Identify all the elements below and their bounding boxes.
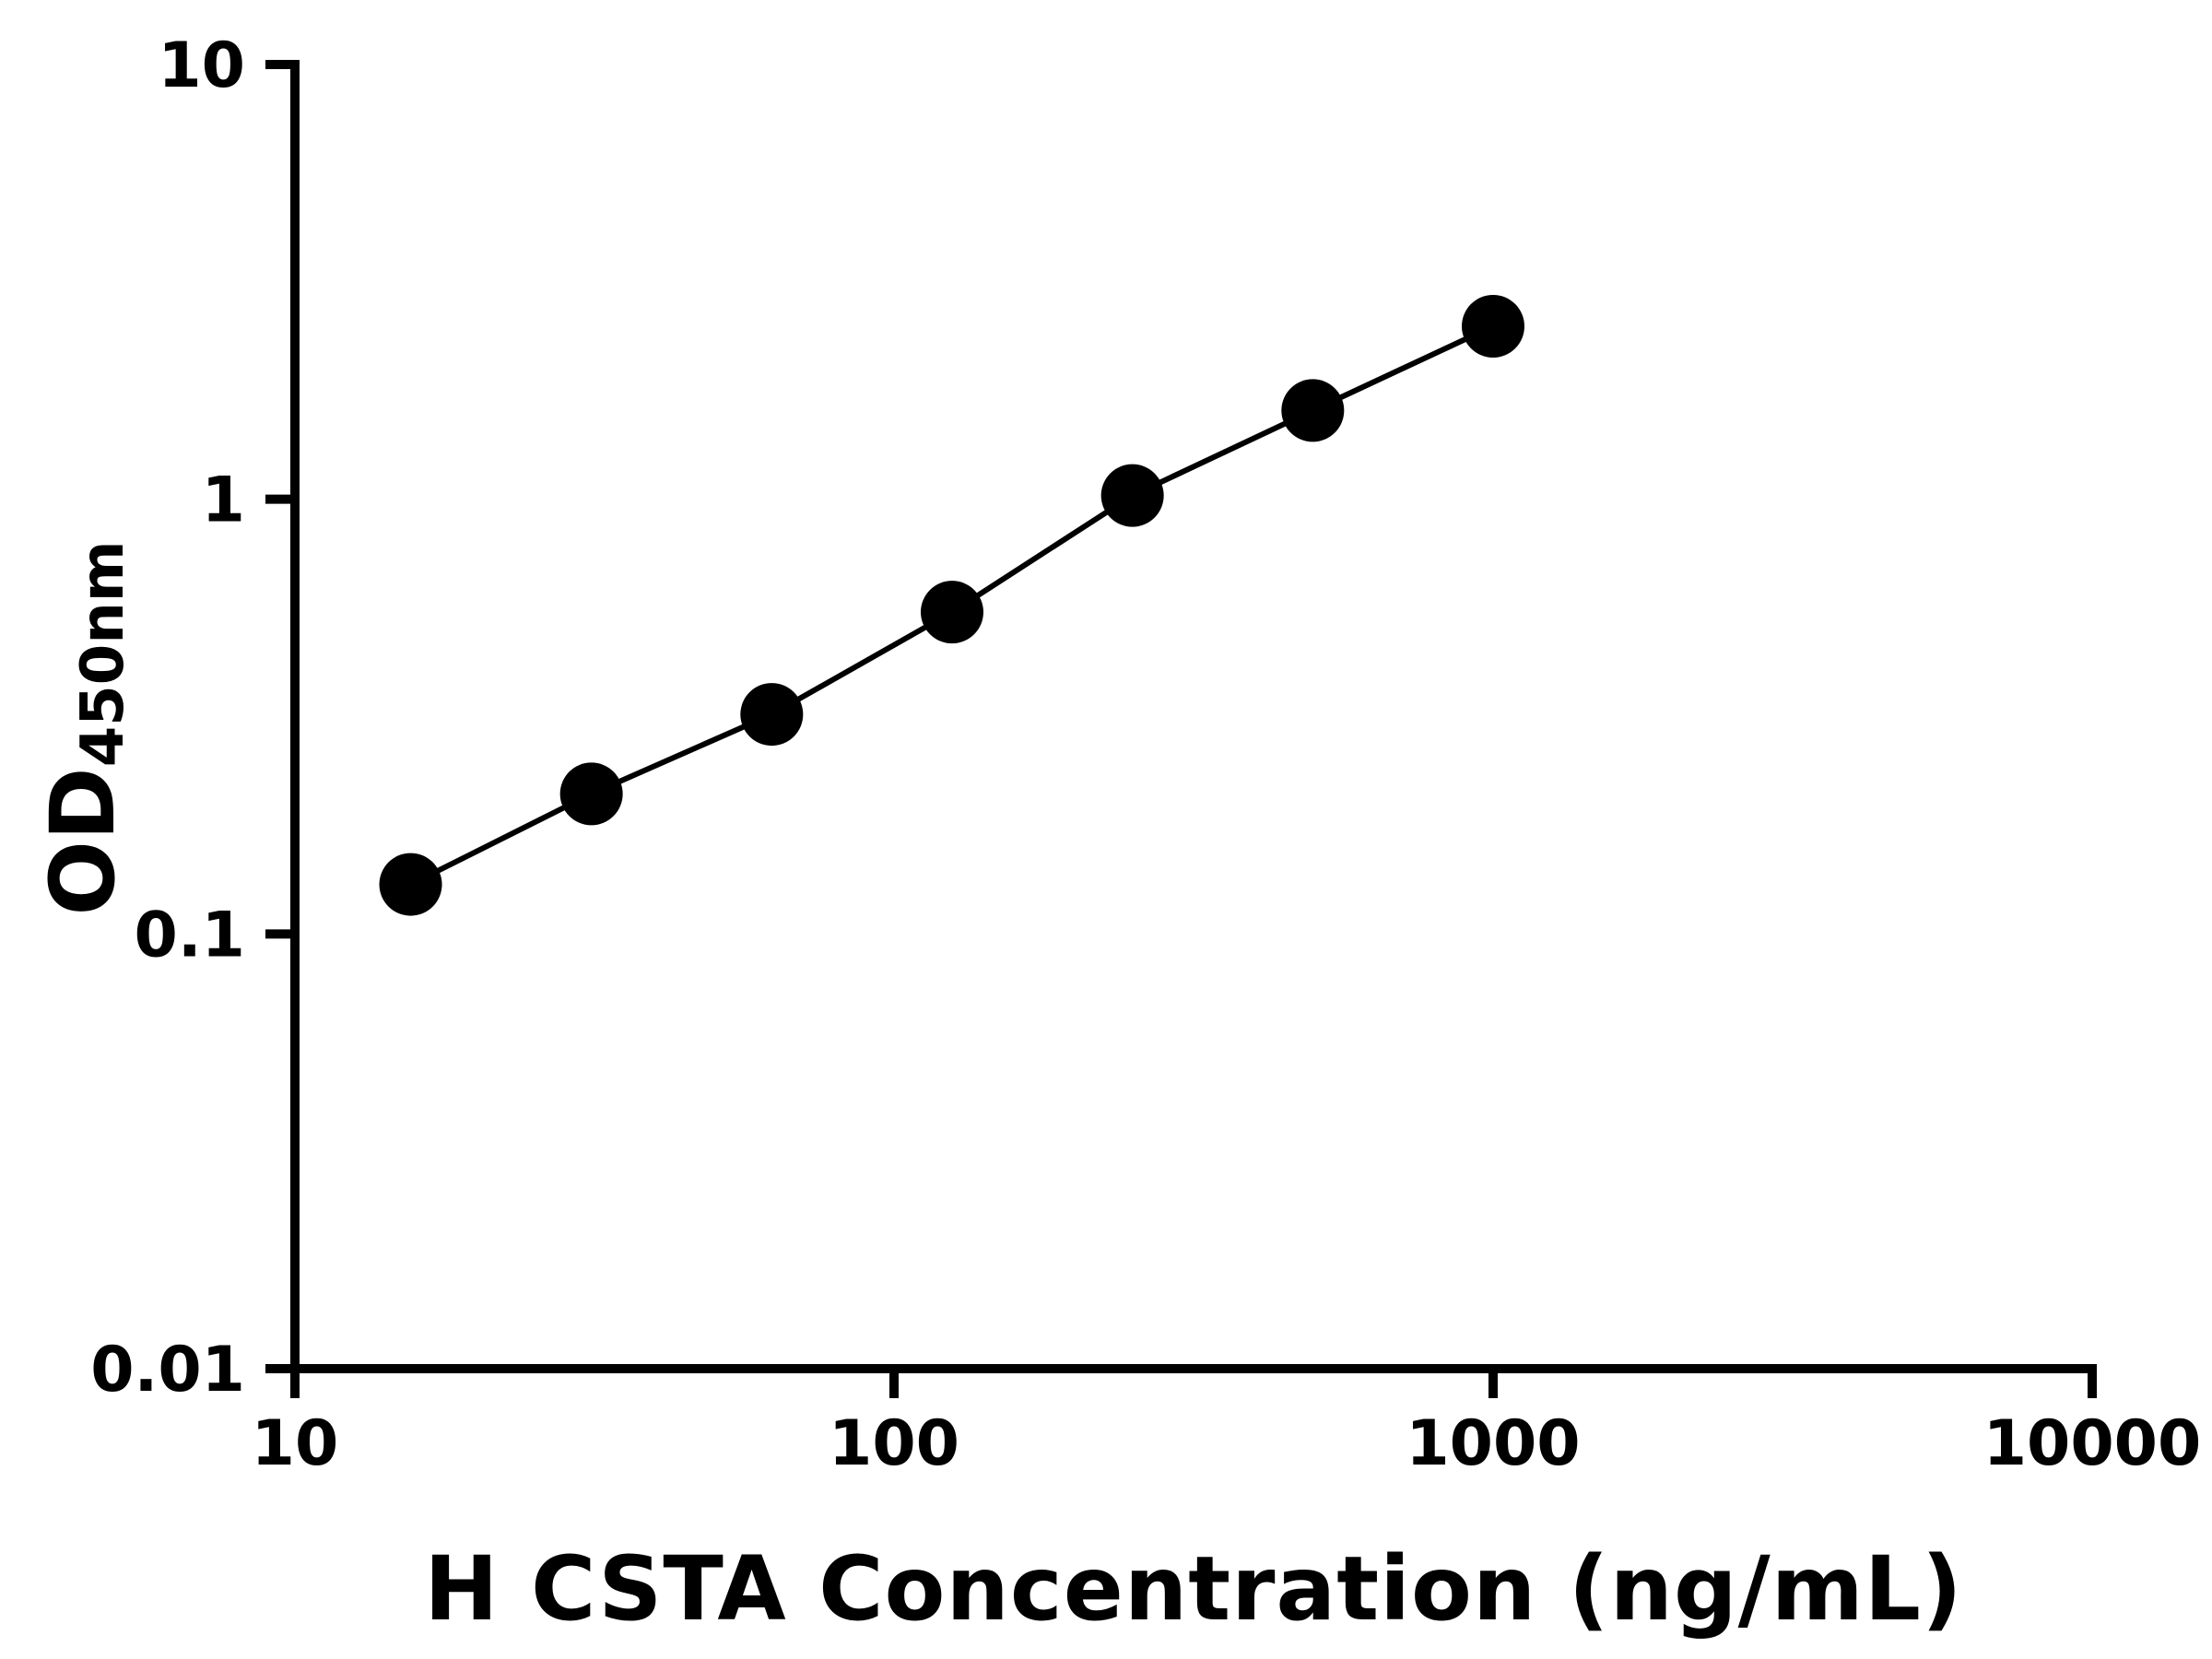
data-point-marker [379, 853, 442, 916]
x-tick-label: 100 [829, 1407, 959, 1480]
data-point-marker [1281, 379, 1345, 442]
y-tick-label: 10 [158, 29, 245, 102]
data-point-marker [740, 683, 804, 747]
data-point-marker [1462, 294, 1524, 358]
y-tick-label: 0.1 [135, 899, 245, 971]
x-tick-label: 1000 [1406, 1407, 1580, 1480]
y-axis-title-subscript: 450nm [69, 540, 137, 768]
data-point-marker [1100, 464, 1164, 527]
x-tick-label: 10 [252, 1407, 339, 1480]
data-point-marker [559, 762, 623, 826]
y-tick-label: 1 [202, 465, 245, 537]
x-axis-title: H CSTA Concentration (ng/mL) [424, 1537, 1963, 1641]
y-axis-title: OD450nm [31, 540, 137, 916]
data-point-marker [920, 581, 983, 644]
x-tick-label: 10000 [1983, 1407, 2202, 1480]
y-axis-title-main: OD [31, 767, 135, 916]
y-tick-label: 0.01 [90, 1334, 245, 1406]
